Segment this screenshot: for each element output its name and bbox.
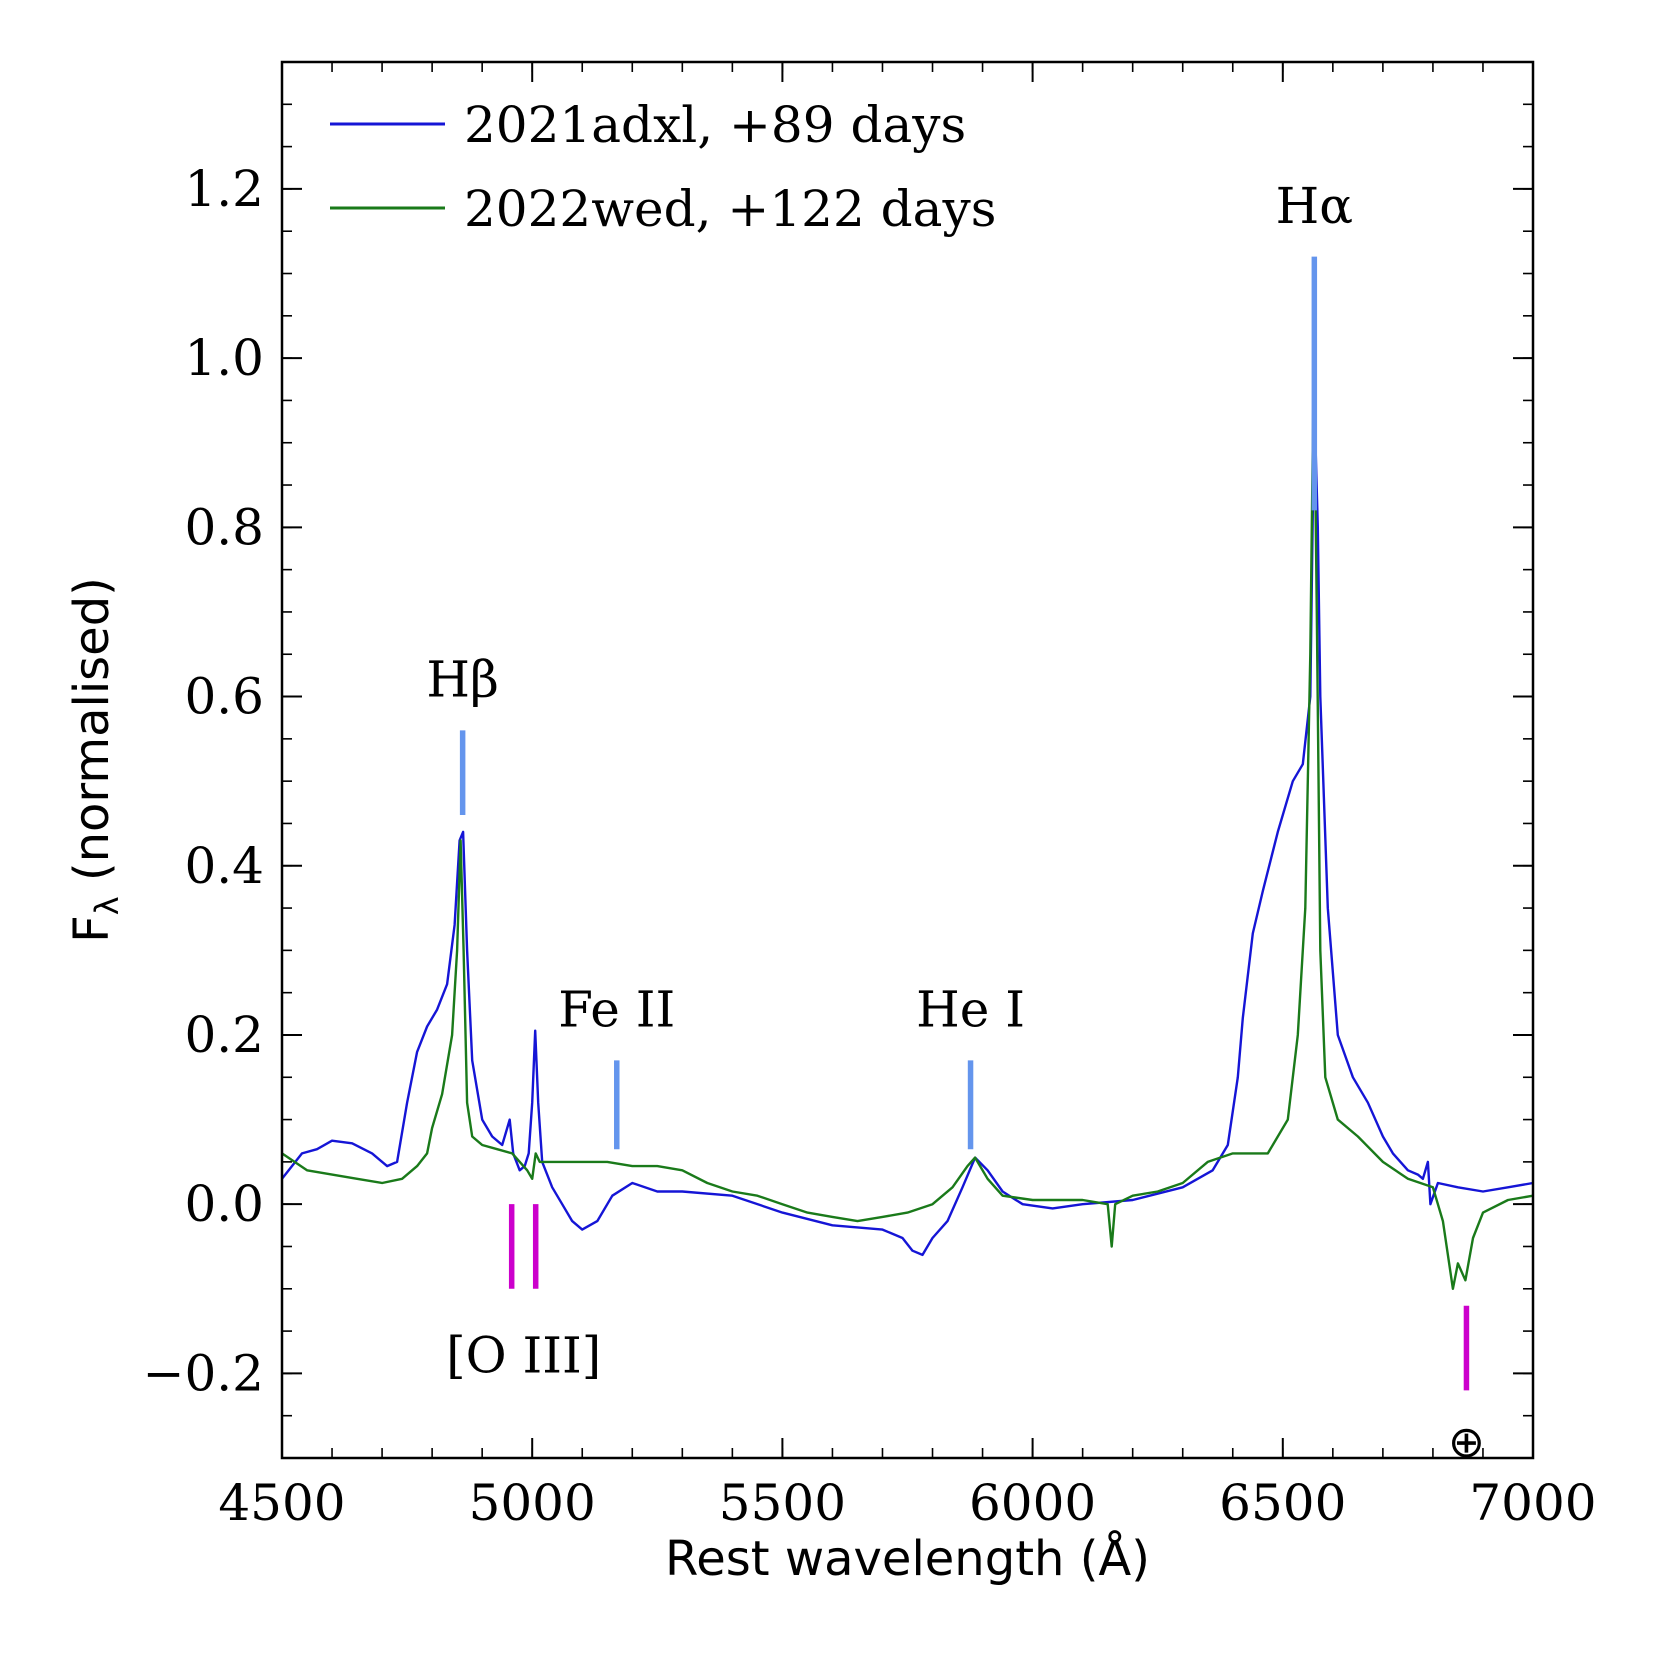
x-tick-label: 7000 [1469,1474,1596,1532]
y-tick-label: 0.8 [184,498,264,556]
y-tick-label: −0.2 [143,1344,264,1402]
marker-label-o-iii: [O III] [446,1326,601,1384]
y-axis-title-main: F [64,915,120,943]
y-tick-label: 1.0 [184,329,264,387]
legend: 2021adxl, +89 days 2022wed, +122 days [330,96,996,238]
y-tick-label: 0.4 [184,837,264,895]
marker-label-fe-ii: Fe II [558,981,675,1039]
tick-labels: 4500 5000 5500 6000 6500 7000 −0.2 0.0 0.2 0.4 0.6… [143,160,1597,1532]
series-line-2022wed [281,356,1534,1290]
marker-label-h: Hα [1276,177,1353,235]
marker-label-h: Hβ [426,651,499,709]
y-axis-title: Fλ (normalised) [64,577,126,943]
y-tick-label: 0.6 [184,668,264,726]
series-layer [281,356,1534,1290]
x-tick-label: 4500 [218,1474,345,1532]
x-tick-label: 5000 [469,1474,596,1532]
marker-label-he-i: He I [916,981,1025,1039]
x-tick-label: 5500 [719,1474,846,1532]
legend-label-2022wed: 2022wed, +122 days [464,180,996,238]
x-tick-label: 6500 [1219,1474,1346,1532]
line-markers: Hα Hβ Fe II He I [O III] ⊕ [426,177,1484,1468]
x-tick-label: 6000 [969,1474,1096,1532]
y-axis-title-subscript: λ [88,896,126,915]
y-axis-title-rest: (normalised) [64,577,120,896]
y-tick-label: 1.2 [184,160,264,218]
series-line-2021adxl [281,399,1534,1257]
x-axis-title: Rest wavelength (Å) [665,1530,1150,1587]
y-tick-label: 0.2 [184,1006,264,1064]
y-tick-label: 0.0 [184,1175,264,1233]
minor-ticks [281,61,1534,1459]
legend-label-2021adxl: 2021adxl, +89 days [464,96,966,154]
plot-frame [280,60,1535,1460]
marker-label-earth: ⊕ [1448,1417,1485,1468]
major-ticks [281,62,1534,1458]
